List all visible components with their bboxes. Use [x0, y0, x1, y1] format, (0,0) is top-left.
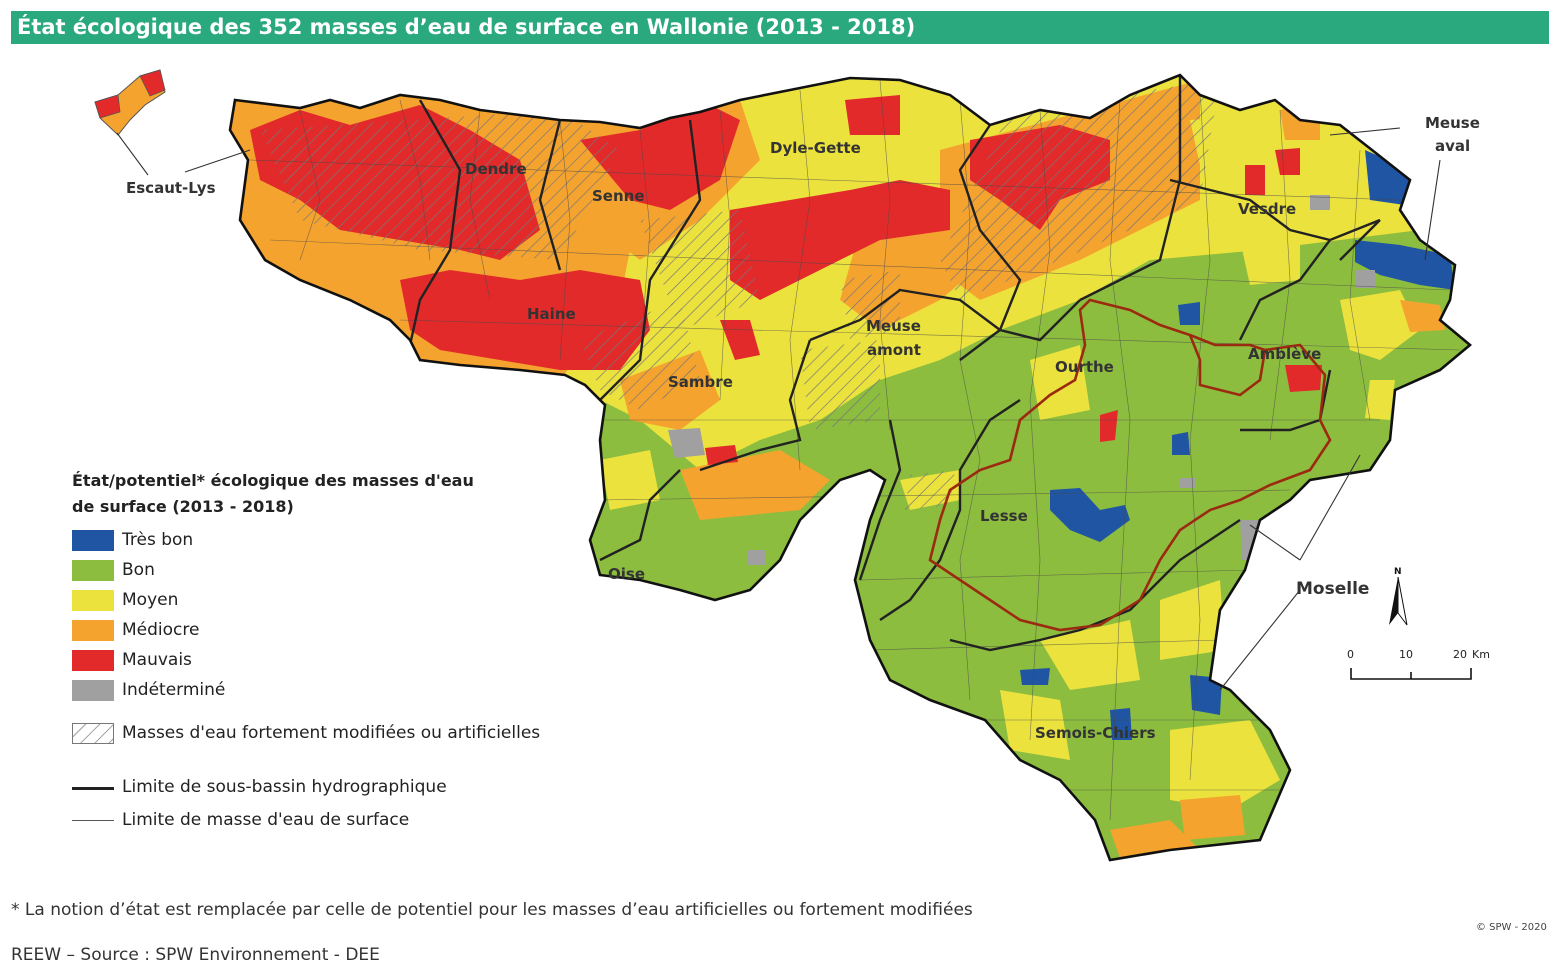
north-label: N — [1394, 567, 1402, 577]
legend-swatch — [72, 620, 114, 641]
label-haine: Haine — [527, 305, 576, 323]
legend-label: Bon — [122, 560, 155, 580]
map-title: État écologique des 352 masses d’eau de … — [17, 15, 916, 39]
label-meuse-aval-2: aval — [1435, 137, 1470, 155]
north-arrow-icon: N — [1389, 567, 1408, 626]
legend-line-thin — [72, 820, 114, 821]
scale-unit: Km — [1472, 648, 1490, 661]
legend-label: Mauvais — [122, 650, 192, 670]
callout-lines — [116, 127, 1441, 691]
legend-label: Limite de masse d'eau de surface — [122, 810, 410, 830]
legend-title: État/potentiel* écologique des masses d'… — [72, 471, 474, 516]
label-senne: Senne — [592, 187, 645, 205]
label-sambre: Sambre — [668, 373, 733, 391]
label-meuse-aval-1: Meuse — [1425, 114, 1480, 132]
copyright-text: © SPW - 2020 — [1476, 922, 1547, 933]
legend-swatch — [72, 680, 114, 701]
scale-bar: 0 10 20 Km — [1340, 648, 1500, 688]
label-meuse-amont-1: Meuse — [866, 317, 921, 335]
label-moselle: Moselle — [1296, 579, 1369, 599]
label-ambleve: Amblève — [1248, 345, 1321, 363]
scale-line — [1350, 668, 1472, 680]
legend-line-thick — [72, 787, 114, 790]
scale-label-0: 0 — [1347, 648, 1354, 661]
label-dyle-gette: Dyle-Gette — [770, 139, 861, 157]
scale-label-20: 20 — [1453, 648, 1467, 661]
label-dendre: Dendre — [465, 160, 527, 178]
legend-label: Très bon — [122, 530, 194, 550]
footnote: * La notion d’état est remplacée par cel… — [11, 900, 973, 920]
label-meuse-amont-2: amont — [867, 341, 921, 359]
legend-swatch — [72, 590, 114, 611]
basin-labels: Escaut-Lys Dendre Senne Dyle-Gette Meuse… — [126, 114, 1480, 742]
legend-swatch — [72, 530, 114, 551]
label-vesdre: Vesdre — [1238, 200, 1296, 218]
legend-swatch — [72, 560, 114, 581]
legend-label: Indéterminé — [122, 680, 226, 700]
label-ourthe: Ourthe — [1055, 358, 1114, 376]
label-lesse: Lesse — [980, 507, 1028, 525]
legend-label: Médiocre — [122, 620, 200, 640]
legend-label: Limite de sous-bassin hydrographique — [122, 777, 447, 797]
label-escaut-lys: Escaut-Lys — [126, 179, 216, 197]
legend-label: Masses d'eau fortement modifiées ou arti… — [122, 723, 541, 743]
legend: État/potentiel* écologique des masses d'… — [72, 468, 592, 830]
legend-swatch — [72, 650, 114, 671]
scale-label-10: 10 — [1399, 648, 1413, 661]
title-bar: État écologique des 352 masses d’eau de … — [11, 11, 1549, 44]
label-semois-chiers: Semois-Chiers — [1035, 724, 1156, 742]
source-text: REEW – Source : SPW Environnement - DEE — [11, 945, 380, 965]
legend-label: Moyen — [122, 590, 179, 610]
hatch-swatch — [72, 723, 114, 744]
label-oise: Oise — [608, 565, 645, 583]
enclave-comines — [94, 69, 166, 136]
